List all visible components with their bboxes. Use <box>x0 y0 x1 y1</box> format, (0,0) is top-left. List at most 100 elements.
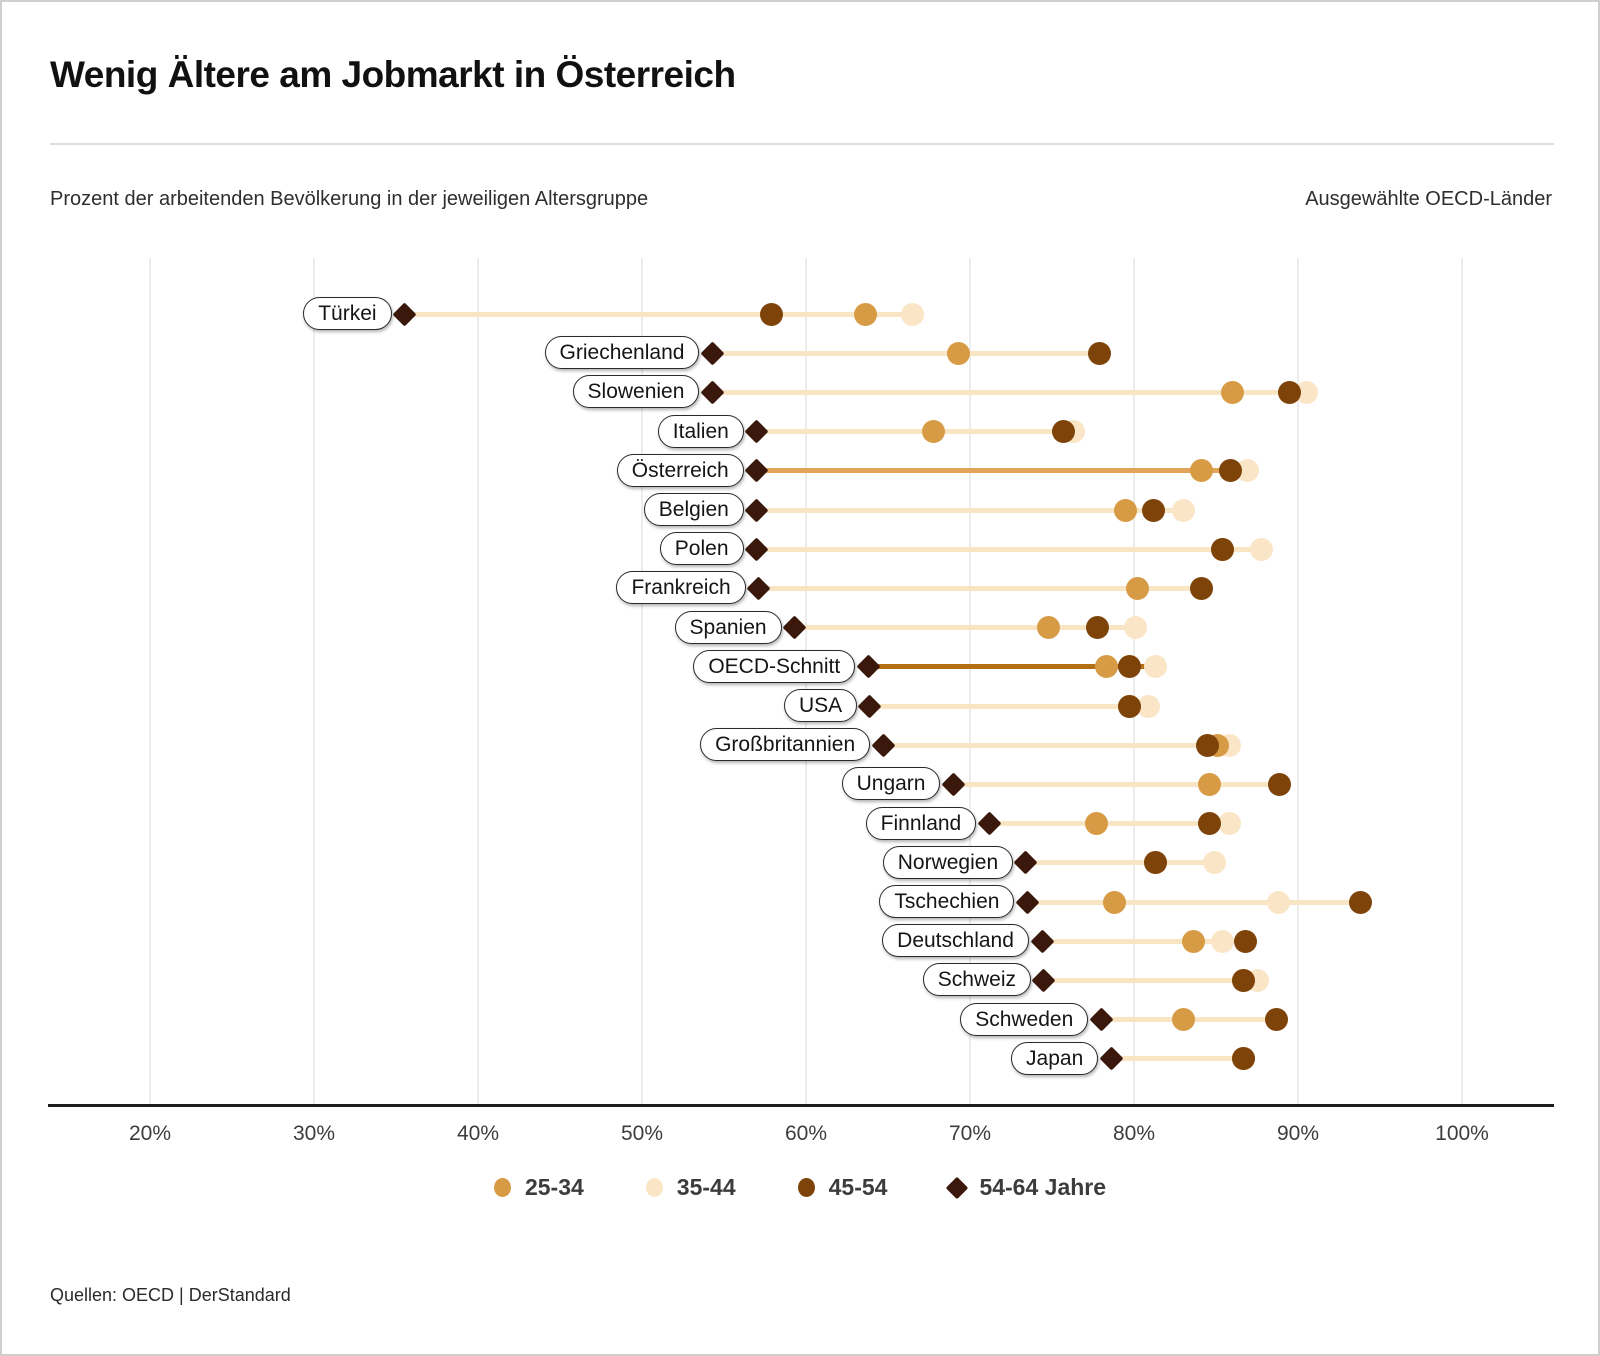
title-divider <box>50 143 1554 145</box>
dot-45-54 <box>1189 576 1213 600</box>
country-label-Österreich: Österreich <box>616 453 744 487</box>
dot-25-34 <box>922 420 946 444</box>
dot-25-34 <box>1102 890 1126 914</box>
dot-45-54 <box>1197 812 1221 836</box>
dot-45-54 <box>1142 498 1166 522</box>
subtitle-left: Prozent der arbeitenden Bevölkerung in d… <box>50 188 649 210</box>
connector-line-Finnland <box>989 821 1230 827</box>
country-label-Belgien: Belgien <box>643 493 744 526</box>
x-tick-label: 50% <box>620 1122 664 1145</box>
legend-item-25-34: 25-34 <box>493 1174 584 1201</box>
legend-item-45-54: 45-54 <box>797 1174 887 1201</box>
x-tick-label: 100% <box>1435 1122 1489 1145</box>
diamond-54-64 <box>871 733 896 758</box>
dot-45-54 <box>1265 1008 1289 1032</box>
country-label-Frankreich: Frankreich <box>616 571 746 605</box>
dot-35-44 <box>1137 694 1161 718</box>
legend-item-35-44: 35-44 <box>645 1174 736 1201</box>
legend: 25-34 35-44 45-54 54-64 Jahre <box>2 1174 1598 1201</box>
dot-35-44 <box>1124 616 1148 640</box>
dot-35-44 <box>1217 812 1241 836</box>
country-label-Polen: Polen <box>659 532 744 566</box>
dot-25-34 <box>947 341 971 365</box>
diamond-54-64 <box>746 576 771 601</box>
country-label-Schweden: Schweden <box>960 1002 1089 1036</box>
country-label-Slowenien: Slowenien <box>572 375 700 409</box>
connector-line-Griechenland <box>712 350 1100 356</box>
x-axis-line <box>48 1104 1554 1107</box>
connector-line-USA <box>869 703 1149 709</box>
dot-25-34 <box>1171 1008 1195 1032</box>
diamond-54-64 <box>857 693 882 719</box>
dot-25-34 <box>1197 772 1221 796</box>
connector-line-Italien <box>756 429 1074 435</box>
dot-45-54 <box>1051 420 1075 444</box>
country-label-Italien: Italien <box>657 414 744 448</box>
dot-45-54 <box>1086 616 1110 640</box>
diamond-54-64 <box>1099 1046 1124 1071</box>
country-label-Norwegien: Norwegien <box>882 845 1014 879</box>
dot-35-44 <box>1171 498 1195 522</box>
dot-45-54 <box>1234 929 1258 953</box>
dot-35-44 <box>1266 890 1290 914</box>
connector-line-Großbritannien <box>883 742 1230 748</box>
dot-35-44 <box>1250 537 1274 561</box>
connector-line-Norwegien <box>1025 860 1215 866</box>
diamond-54-64 <box>744 537 769 562</box>
diamond-54-64 <box>1089 1007 1114 1032</box>
legend-label: 25-34 <box>524 1174 584 1200</box>
connector-line-OECD-Schnitt <box>868 664 1156 670</box>
diamond-54-64 <box>1015 889 1040 915</box>
x-tick-label: 70% <box>948 1122 992 1145</box>
diamond-54-64 <box>744 458 769 483</box>
country-label-USA: USA <box>783 689 858 722</box>
dot-25-34 <box>1181 929 1205 953</box>
dot-25-34 <box>1094 655 1118 679</box>
connector-line-Türkei <box>404 311 913 317</box>
subtitle-right: Ausgewählte OECD-Länder <box>1305 188 1552 210</box>
connector-line-Ungarn <box>953 781 1280 787</box>
connector-line-Österreich <box>756 468 1248 474</box>
diamond-54-64 <box>700 341 725 366</box>
x-tick-label: 30% <box>292 1122 336 1145</box>
legend-dot-icon <box>493 1178 511 1197</box>
dot-25-34 <box>853 302 877 326</box>
gridline-100 <box>1461 258 1463 1106</box>
dot-45-54 <box>1117 655 1141 679</box>
gridline-80 <box>1133 258 1135 1106</box>
dot-45-54 <box>1117 694 1141 718</box>
legend-dot-icon <box>797 1178 815 1197</box>
legend-item-54-64 Jahre: 54-64 Jahre <box>946 1174 1106 1201</box>
dot-45-54 <box>1219 459 1243 483</box>
x-tick-label: 40% <box>456 1122 500 1145</box>
dot-45-54 <box>1232 1047 1256 1071</box>
dot-25-34 <box>1189 459 1213 483</box>
x-tick-label: 80% <box>1112 1122 1156 1145</box>
dot-45-54 <box>760 302 784 326</box>
dot-25-34 <box>1037 616 1061 640</box>
diamond-54-64 <box>1031 968 1056 993</box>
connector-line-Frankreich <box>758 585 1202 591</box>
diamond-54-64 <box>1030 929 1055 954</box>
legend-diamond-icon <box>946 1176 969 1199</box>
diamond-54-64 <box>1013 850 1038 875</box>
gridline-50 <box>641 258 643 1106</box>
dot-45-54 <box>1232 968 1256 992</box>
dot-45-54 <box>1143 851 1167 875</box>
connector-line-Tschechien <box>1027 899 1361 905</box>
dot-25-34 <box>1220 380 1244 404</box>
connector-line-Japan <box>1111 1056 1244 1062</box>
country-label-Japan: Japan <box>1011 1041 1099 1075</box>
gridline-40 <box>477 258 479 1106</box>
diamond-54-64 <box>744 497 769 523</box>
connector-line-Slowenien <box>712 389 1307 395</box>
country-label-Finnland: Finnland <box>865 806 977 840</box>
dot-45-54 <box>1196 733 1220 757</box>
dot-25-34 <box>1114 498 1138 522</box>
diamond-54-64 <box>856 654 881 679</box>
country-label-Deutschland: Deutschland <box>882 924 1029 958</box>
dot-25-34 <box>1084 812 1108 836</box>
dot-45-54 <box>1278 380 1302 404</box>
dot-45-54 <box>1268 772 1292 796</box>
